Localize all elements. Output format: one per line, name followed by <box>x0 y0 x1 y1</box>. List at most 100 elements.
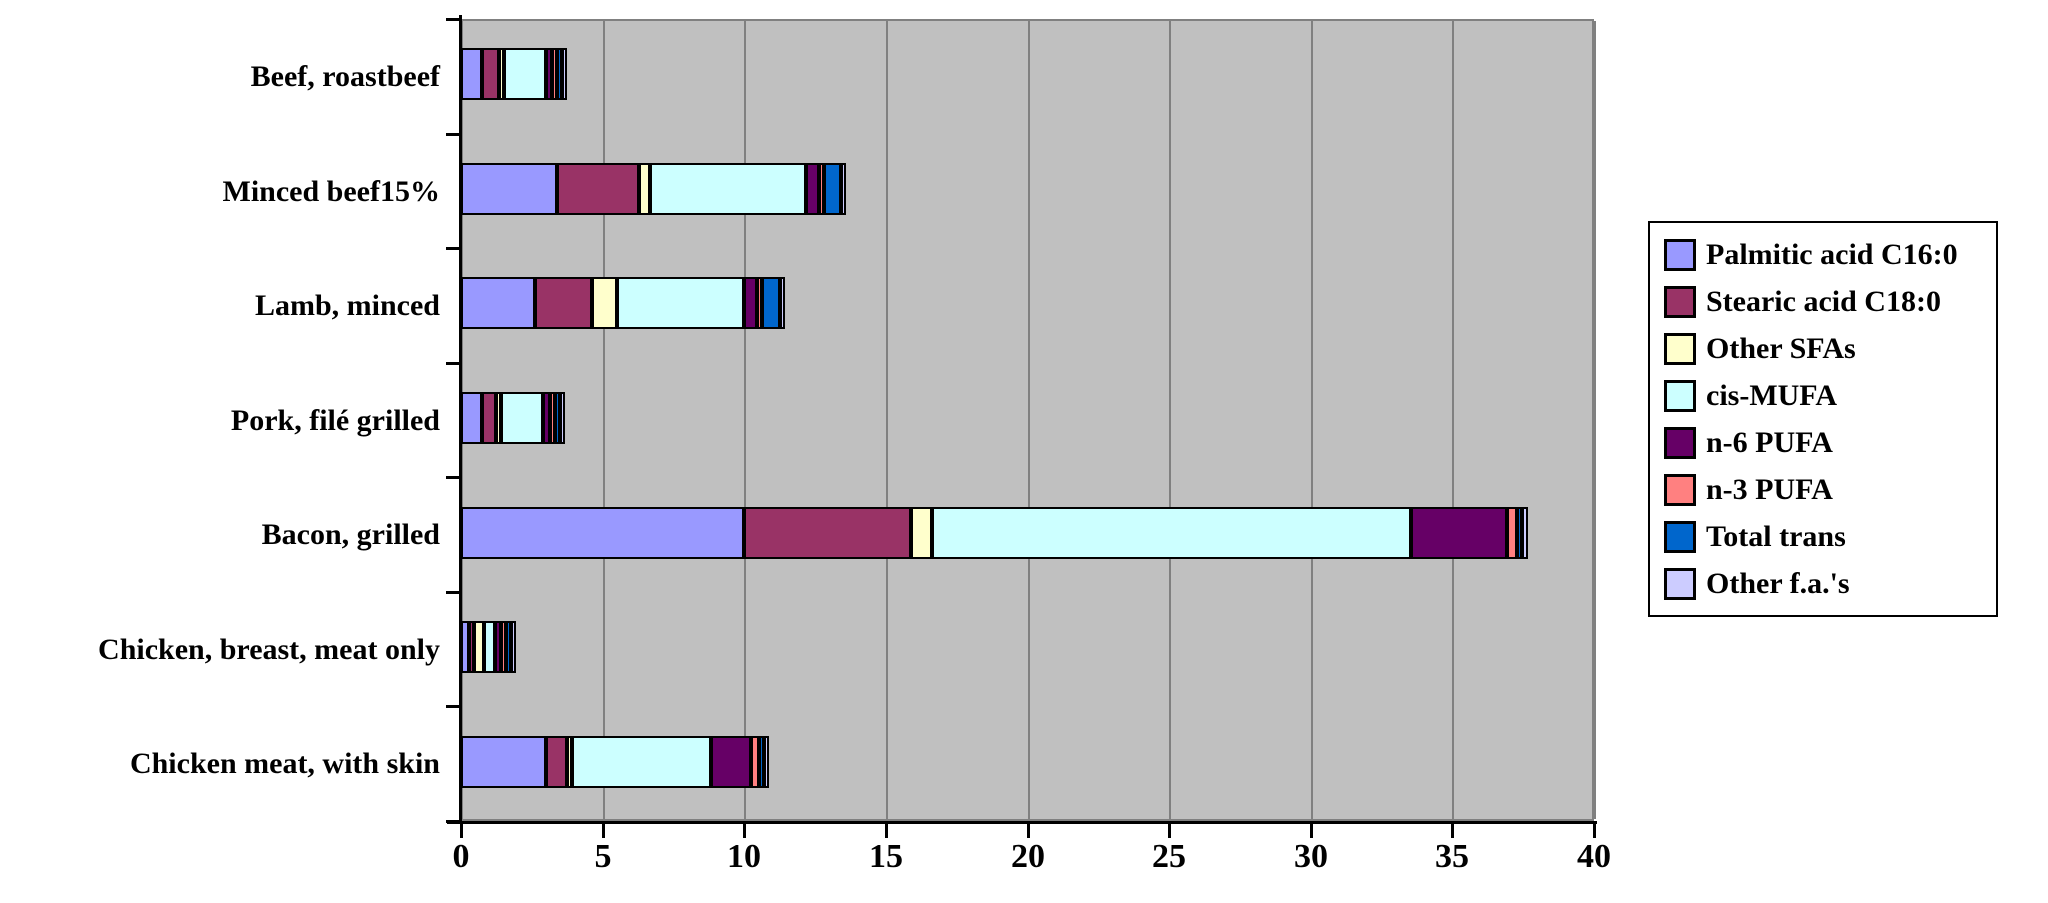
bar-segment <box>780 277 785 329</box>
x-axis-tick <box>1451 824 1454 838</box>
bar-segment <box>806 163 819 215</box>
bar-segment <box>496 392 501 444</box>
x-tick-label-10: 10 <box>727 838 761 875</box>
y-axis-tick <box>446 476 461 479</box>
x-axis-tick <box>1027 824 1030 838</box>
legend-label: Other SFAs <box>1706 331 1856 365</box>
gridline-5 <box>603 21 605 819</box>
category-label-row: Chicken, breast, meat only <box>24 592 440 707</box>
bar-segment <box>461 507 744 559</box>
bar-segment <box>1507 507 1517 559</box>
bar-segment <box>511 621 516 673</box>
legend-item: n-6 PUFA <box>1664 425 1990 459</box>
bar-segment <box>711 736 751 788</box>
category-label: Chicken, breast, meat only <box>98 632 440 666</box>
x-axis-tick <box>885 824 888 838</box>
legend-label: Other f.a.'s <box>1706 566 1850 600</box>
bar-segment <box>546 736 567 788</box>
legend-item: Total trans <box>1664 520 1990 553</box>
legend-swatch <box>1664 285 1696 318</box>
gridline-40 <box>1594 21 1596 819</box>
bar-segment <box>1411 507 1507 559</box>
x-tick-label-5: 5 <box>594 838 612 875</box>
bar-3 <box>461 277 785 329</box>
legend-item: Palmitic acid C16:0 <box>1664 237 1990 271</box>
bar-segment <box>543 392 550 444</box>
category-label-row: Lamb, minced <box>24 248 440 363</box>
bar-segment <box>504 48 546 100</box>
bar-segment <box>482 392 496 444</box>
bar-segment <box>495 621 501 673</box>
x-axis-tick <box>602 824 605 838</box>
bar-segment <box>572 736 711 788</box>
bar-segment <box>552 48 557 100</box>
legend-label: n-3 PUFA <box>1706 472 1833 506</box>
bar-segment <box>1522 507 1528 559</box>
y-axis-tick <box>446 133 461 136</box>
bar-segment <box>461 277 535 329</box>
x-axis-tick <box>460 824 463 838</box>
bar-7 <box>461 736 769 788</box>
legend-swatch <box>1664 379 1696 412</box>
bar-segment <box>567 736 572 788</box>
bar-segment <box>562 48 567 100</box>
x-axis-tick <box>1168 824 1171 838</box>
x-tick-label-30: 30 <box>1294 838 1328 875</box>
y-axis-line <box>459 15 462 824</box>
x-tick-label-40: 40 <box>1577 838 1611 875</box>
x-axis-tick <box>1593 824 1596 838</box>
bar-segment <box>482 48 499 100</box>
legend-swatch <box>1664 426 1696 459</box>
bar-segment <box>501 621 506 673</box>
legend-swatch <box>1664 520 1696 553</box>
legend-label: n-6 PUFA <box>1706 425 1833 459</box>
gridline-30 <box>1311 21 1313 819</box>
legend-item: cis-MUFA <box>1664 379 1990 412</box>
category-label: Lamb, minced <box>254 288 440 322</box>
y-axis-tick <box>446 362 461 365</box>
bar-segment <box>461 621 469 673</box>
category-label: Bacon, grilled <box>261 517 440 551</box>
legend-swatch <box>1664 238 1696 271</box>
bar-segment <box>461 392 482 444</box>
bar-segment <box>557 48 562 100</box>
plot-area <box>461 19 1596 821</box>
bar-segment <box>759 736 764 788</box>
gridline-10 <box>744 21 746 819</box>
category-label: Beef, roastbeef <box>250 59 440 93</box>
legend-item: Stearic acid C18:0 <box>1664 285 1990 318</box>
bar-segment <box>506 621 511 673</box>
gridline-35 <box>1452 21 1454 819</box>
y-axis-tick <box>446 18 461 21</box>
category-label: Pork, filé grilled <box>230 403 440 437</box>
bar-segment <box>555 392 560 444</box>
legend-item: Other f.a.'s <box>1664 566 1990 600</box>
bar-2 <box>461 163 846 215</box>
category-label-row: Beef, roastbeef <box>24 19 440 134</box>
bar-segment <box>650 163 806 215</box>
legend-item: n-3 PUFA <box>1664 472 1990 506</box>
bar-segment <box>535 277 592 329</box>
x-tick-label-15: 15 <box>869 838 903 875</box>
legend-swatch <box>1664 332 1696 365</box>
category-label: Chicken meat, with skin <box>129 746 440 780</box>
bar-segment <box>911 507 932 559</box>
y-axis-tick <box>446 247 461 250</box>
bar-4 <box>461 392 565 444</box>
legend-swatch <box>1664 567 1696 600</box>
legend-swatch <box>1664 473 1696 506</box>
bar-segment <box>469 621 474 673</box>
bar-segment <box>932 507 1411 559</box>
x-axis-line <box>447 821 1597 824</box>
gridline-25 <box>1169 21 1171 819</box>
legend-label: Palmitic acid C16:0 <box>1706 237 1958 271</box>
bar-segment <box>484 621 495 673</box>
category-label: Minced beef15% <box>222 174 440 208</box>
bar-segment <box>501 392 543 444</box>
bar-segment <box>474 621 484 673</box>
bar-segment <box>617 277 744 329</box>
category-label-row: Minced beef15% <box>24 134 440 249</box>
y-axis-tick <box>446 705 461 708</box>
bar-segment <box>546 48 552 100</box>
